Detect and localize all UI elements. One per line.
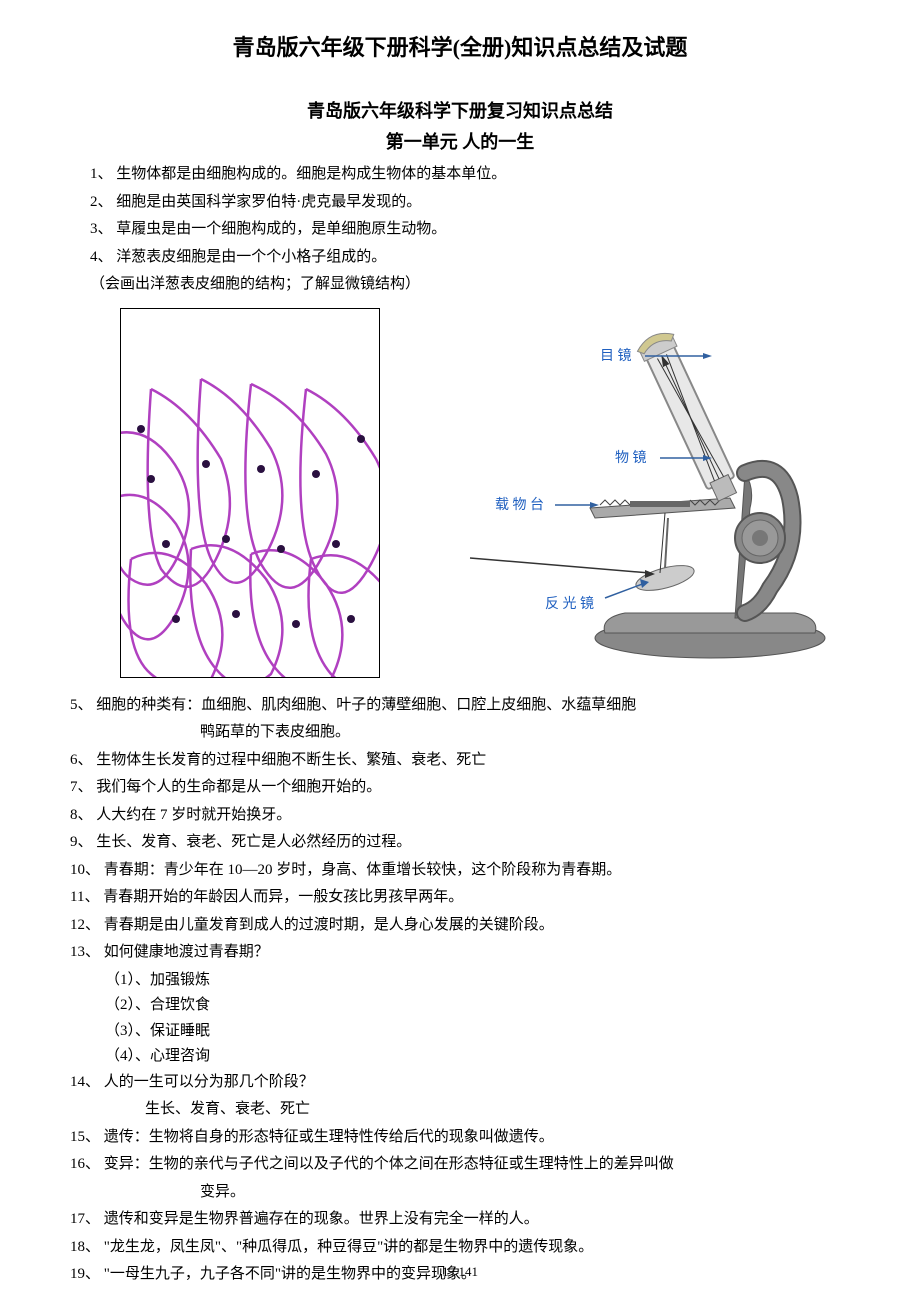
- sub-list-item: （1）、加强锻炼: [70, 968, 850, 994]
- list-item: 16、 变异：生物的亲代与子代之间以及子代的个体之间在形态特征或生理特性上的差异…: [70, 1152, 850, 1178]
- list-item: 6、 生物体生长发育的过程中细胞不断生长、繁殖、衰老、死亡: [70, 748, 850, 774]
- mirror-label: 反 光 镜: [545, 596, 594, 612]
- list-item: 10、 青春期：青少年在 10—20 岁时，身高、体重增长较快，这个阶段称为青春…: [70, 858, 850, 884]
- microscope-diagram: 目 镜 物 镜 载 物 台 反 光 镜: [450, 308, 850, 668]
- main-title: 青岛版六年级下册科学(全册)知识点总结及试题: [70, 30, 850, 62]
- note-text: （会画出洋葱表皮细胞的结构；了解显微镜结构）: [70, 272, 850, 298]
- sub-items-list: （1）、加强锻炼（2）、合理饮食（3）、保证睡眠（4）、心理咨询: [70, 968, 850, 1070]
- list-item: 12、 青春期是由儿童发育到成人的过渡时期，是人身心发展的关键阶段。: [70, 913, 850, 939]
- list-item: 2、 细胞是由英国科学家罗伯特·虎克最早发现的。: [70, 190, 850, 216]
- stage-label: 载 物 台: [495, 497, 544, 513]
- list-item: 9、 生长、发育、衰老、死亡是人必然经历的过程。: [70, 830, 850, 856]
- eyepiece-label: 目 镜: [600, 348, 632, 364]
- items2-list: 5、 细胞的种类有：血细胞、肌肉细胞、叶子的薄壁细胞、口腔上皮细胞、水蕴草细胞鸭…: [70, 693, 850, 966]
- list-item: 1、 生物体都是由细胞构成的。细胞是构成生物体的基本单位。: [70, 162, 850, 188]
- list-item: 3、 草履虫是由一个细胞构成的，是单细胞原生动物。: [70, 217, 850, 243]
- page-number: 1 / 141: [442, 1264, 478, 1280]
- list-item: 5、 细胞的种类有：血细胞、肌肉细胞、叶子的薄壁细胞、口腔上皮细胞、水蕴草细胞: [70, 693, 850, 719]
- list-item: 4、 洋葱表皮细胞是由一个个小格子组成的。: [70, 245, 850, 271]
- objective-label: 物 镜: [615, 450, 647, 466]
- list-item: 17、 遗传和变异是生物界普遍存在的现象。世界上没有完全一样的人。: [70, 1207, 850, 1233]
- images-row: 目 镜 物 镜 载 物 台 反 光 镜: [120, 308, 850, 678]
- list-item: 7、 我们每个人的生命都是从一个细胞开始的。: [70, 775, 850, 801]
- item14-answer: 生长、发育、衰老、死亡: [70, 1097, 850, 1123]
- list-item: 18、 "龙生龙，凤生凤"、"种瓜得瓜，种豆得豆"讲的都是生物界中的遗传现象。: [70, 1235, 850, 1261]
- items3-list: 14、 人的一生可以分为那几个阶段？: [70, 1070, 850, 1096]
- sub-title: 青岛版六年级科学下册复习知识点总结: [70, 97, 850, 123]
- items-list: 1、 生物体都是由细胞构成的。细胞是构成生物体的基本单位。2、 细胞是由英国科学…: [70, 162, 850, 270]
- list-item-continuation: 鸭跖草的下表皮细胞。: [70, 720, 850, 746]
- list-item: 14、 人的一生可以分为那几个阶段？: [70, 1070, 850, 1096]
- list-item: 11、 青春期开始的年龄因人而异，一般女孩比男孩早两年。: [70, 885, 850, 911]
- chapter-title: 第一单元 人的一生: [70, 128, 850, 154]
- sub-list-item: （2）、合理饮食: [70, 993, 850, 1019]
- list-item: 13、 如何健康地渡过青春期？: [70, 940, 850, 966]
- sub-list-item: （3）、保证睡眠: [70, 1019, 850, 1045]
- sub-list-item: （4）、心理咨询: [70, 1044, 850, 1070]
- cell-diagram: [120, 308, 380, 678]
- list-item: 15、 遗传：生物将自身的形态特征或生理特性传给后代的现象叫做遗传。: [70, 1125, 850, 1151]
- list-item: 8、 人大约在 7 岁时就开始换牙。: [70, 803, 850, 829]
- list-item-continuation: 变异。: [70, 1180, 850, 1206]
